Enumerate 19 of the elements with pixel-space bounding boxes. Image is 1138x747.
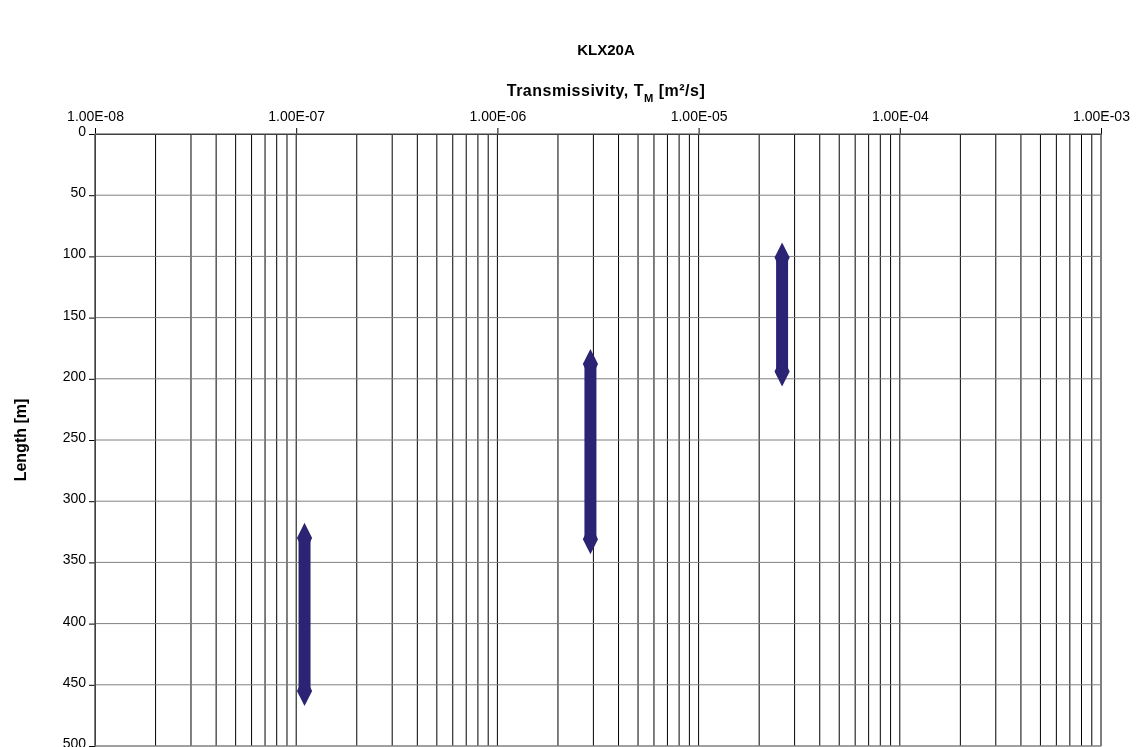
y-tick-label: 200 xyxy=(62,367,87,384)
x-tick-label: 1.00E-04 xyxy=(871,107,929,124)
y-tick-label: 0 xyxy=(78,122,87,139)
y-tick-label: 50 xyxy=(70,184,87,201)
y-axis-title: Length [m] xyxy=(12,398,29,482)
x-tick-label: 1.00E-08 xyxy=(67,107,125,124)
y-tick-label: 100 xyxy=(62,245,87,262)
y-tick-label: 450 xyxy=(62,673,87,690)
y-tick-label: 250 xyxy=(62,428,87,445)
y-tick-label: 300 xyxy=(62,490,87,507)
y-tick-label: 150 xyxy=(62,306,87,323)
x-axis-title: Transmissivity, T$_{M}$ [m²/s] xyxy=(506,82,706,104)
x-tick-label: 1.00E-07 xyxy=(268,107,326,124)
chart-title: KLX20A xyxy=(577,41,635,58)
x-tick-label: 1.00E-05 xyxy=(670,107,728,124)
y-tick-label: 350 xyxy=(62,551,87,568)
y-tick-label: 400 xyxy=(62,612,87,629)
x-tick-label: 1.00E-03 xyxy=(1073,107,1131,124)
x-tick-label: 1.00E-06 xyxy=(469,107,527,124)
